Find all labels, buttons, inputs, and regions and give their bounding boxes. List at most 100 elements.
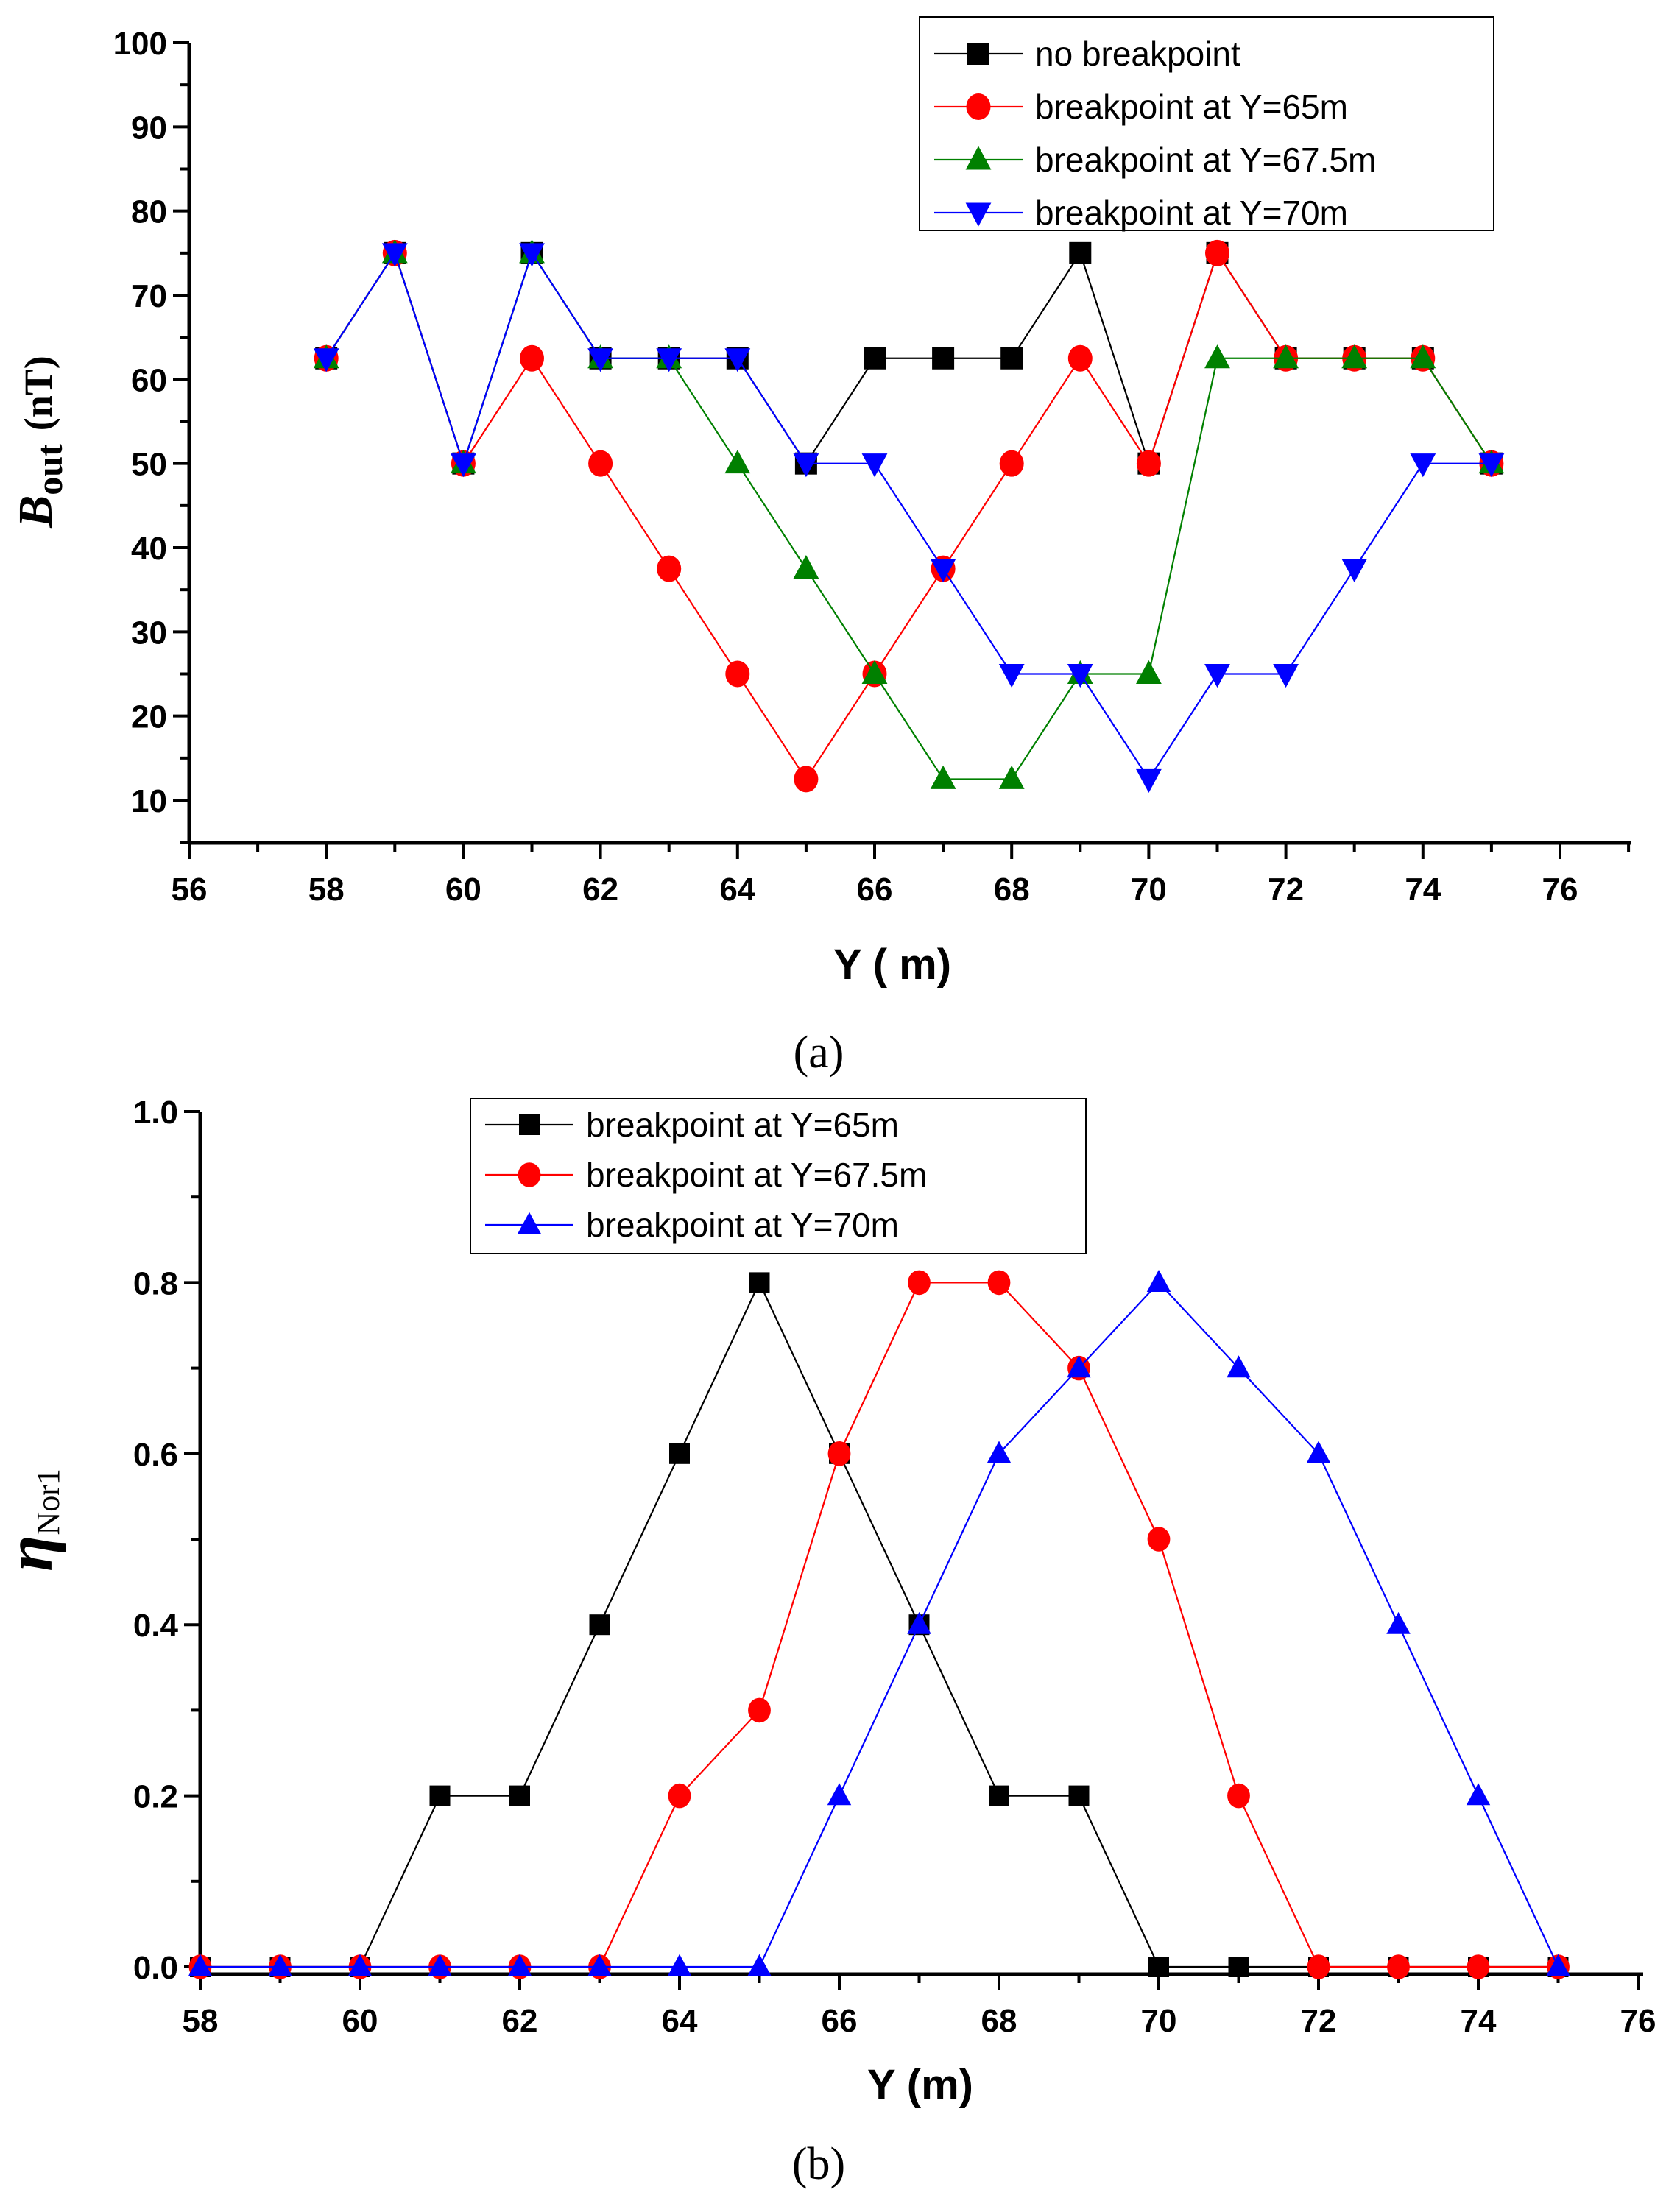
y-label-unit: (nT) — [16, 356, 60, 431]
triangle-down-marker — [861, 453, 888, 478]
circle-marker — [794, 766, 819, 793]
y-tick-label: 0.2 — [133, 1779, 178, 1815]
triangle-up-marker — [268, 1954, 292, 1976]
triangle-up-marker — [1306, 1441, 1331, 1463]
x-tick-label: 70 — [1131, 872, 1167, 908]
triangle-up-marker — [1273, 344, 1299, 369]
triangle-up-marker — [1146, 1270, 1171, 1292]
triangle-up-marker — [667, 1954, 692, 1976]
x-axis-label: Y ( m) — [833, 941, 951, 989]
series-3 — [313, 243, 1505, 794]
square-marker — [669, 1443, 690, 1464]
legend-box — [919, 16, 1494, 231]
legend-label: breakpoint at Y=70m — [1035, 194, 1348, 232]
y-tick-label: 90 — [131, 110, 167, 146]
chart-b: 58 60 62 64 66 68 70 72 74 76 0.0 0.2 0.4 0.6 0.8 1.0 br… — [0, 1095, 1656, 2189]
y-tick-label: 50 — [131, 447, 167, 483]
triangle-up-marker — [724, 450, 751, 474]
circle-marker — [1205, 239, 1229, 266]
square-marker — [1228, 1957, 1249, 1977]
triangle-up-marker — [793, 554, 819, 579]
triangle-down-marker — [1410, 453, 1436, 478]
square-marker — [429, 1785, 451, 1806]
triangle-down-marker — [1273, 664, 1299, 688]
triangle-up-marker — [1136, 660, 1162, 684]
y-tick-label: 0.8 — [133, 1265, 178, 1301]
x-tick-label: 74 — [1405, 872, 1441, 908]
legend-item: no breakpoint — [934, 35, 1240, 73]
x-tick-label: 66 — [822, 2003, 858, 2039]
y-tick-label: 70 — [131, 278, 167, 314]
circle-marker — [588, 450, 613, 477]
y-tick-label: 30 — [131, 615, 167, 651]
triangle-up-marker — [517, 1212, 542, 1234]
x-tick-label: 62 — [502, 2003, 538, 2039]
triangle-up-marker — [827, 1783, 852, 1806]
triangle-up-marker — [930, 765, 956, 789]
circle-marker — [999, 450, 1024, 477]
x-tick-label: 76 — [1620, 2003, 1656, 2039]
x-tick-label: 68 — [981, 2003, 1017, 2039]
x-tick-label: 70 — [1141, 2003, 1177, 2039]
legend-item: breakpoint at Y=67.5m — [485, 1156, 927, 1194]
triangle-up-marker — [1410, 344, 1436, 369]
triangle-down-marker — [656, 348, 682, 372]
square-marker — [1148, 1957, 1169, 1977]
triangle-up-marker — [1204, 344, 1230, 369]
triangle-up-marker — [747, 1954, 772, 1976]
series-line — [325, 251, 1492, 781]
triangle-up-marker — [998, 765, 1025, 789]
circle-marker — [908, 1270, 931, 1296]
triangle-up-marker — [587, 1954, 612, 1976]
y-tick-label: 60 — [131, 362, 167, 398]
legend-label: breakpoint at Y=67.5m — [1035, 141, 1376, 179]
legend-label: breakpoint at Y=65m — [586, 1106, 899, 1144]
series-line — [200, 1281, 1559, 1968]
y-tick-label: 10 — [131, 783, 167, 819]
square-marker — [589, 1614, 610, 1636]
triangle-down-marker — [724, 348, 751, 372]
legend: no breakpoint breakpoint at Y=65m breakpoi… — [919, 16, 1494, 232]
circle-marker — [1147, 1527, 1171, 1552]
legend-item: breakpoint at Y=70m — [934, 194, 1348, 232]
legend-label: breakpoint at Y=67.5m — [586, 1156, 927, 1194]
triangle-down-marker — [1341, 559, 1368, 583]
triangle-down-marker — [1204, 664, 1230, 688]
triangle-down-marker — [1067, 664, 1093, 688]
x-axis-label: Y (m) — [867, 2061, 973, 2109]
legend: breakpoint at Y=65m breakpoint at Y=67.5m… — [470, 1098, 1087, 1254]
triangle-up-marker — [987, 1441, 1012, 1463]
square-marker — [749, 1272, 770, 1293]
y-tick-label: 100 — [113, 26, 167, 62]
x-tick-label: 72 — [1301, 2003, 1337, 2039]
legend-item: breakpoint at Y=65m — [934, 88, 1348, 126]
square-marker — [932, 347, 955, 370]
square-marker — [509, 1785, 530, 1806]
triangle-down-marker — [381, 243, 408, 267]
y-tick-label: 20 — [131, 699, 167, 735]
x-tick-label: 58 — [183, 2003, 219, 2039]
x-tick-label: 76 — [1542, 872, 1578, 908]
y-tick-label: 0.4 — [133, 1608, 179, 1644]
triangle-down-marker — [930, 559, 956, 583]
triangle-down-marker — [965, 202, 992, 227]
y-axis-label: ηNor1 — [0, 1469, 66, 1572]
triangle-down-marker — [998, 664, 1025, 688]
x-tick-label: 64 — [662, 2003, 698, 2039]
circle-marker — [668, 1783, 691, 1809]
square-marker — [1000, 347, 1023, 370]
square-marker — [864, 347, 886, 370]
y-tick-label: 0.0 — [133, 1950, 178, 1986]
x-tick-label: 72 — [1268, 872, 1304, 908]
x-tick-label: 64 — [719, 872, 755, 908]
circle-marker — [1136, 450, 1161, 477]
circle-marker — [827, 1441, 851, 1466]
y-tick-label: 80 — [131, 194, 167, 230]
triangle-up-marker — [1466, 1783, 1491, 1806]
triangle-up-marker — [861, 660, 888, 684]
y-tick-label: 1.0 — [133, 1095, 178, 1131]
triangle-down-marker — [313, 348, 339, 372]
x-tick-label: 60 — [342, 2003, 378, 2039]
triangle-down-marker — [793, 453, 819, 478]
panel-caption: (b) — [792, 2139, 845, 2189]
